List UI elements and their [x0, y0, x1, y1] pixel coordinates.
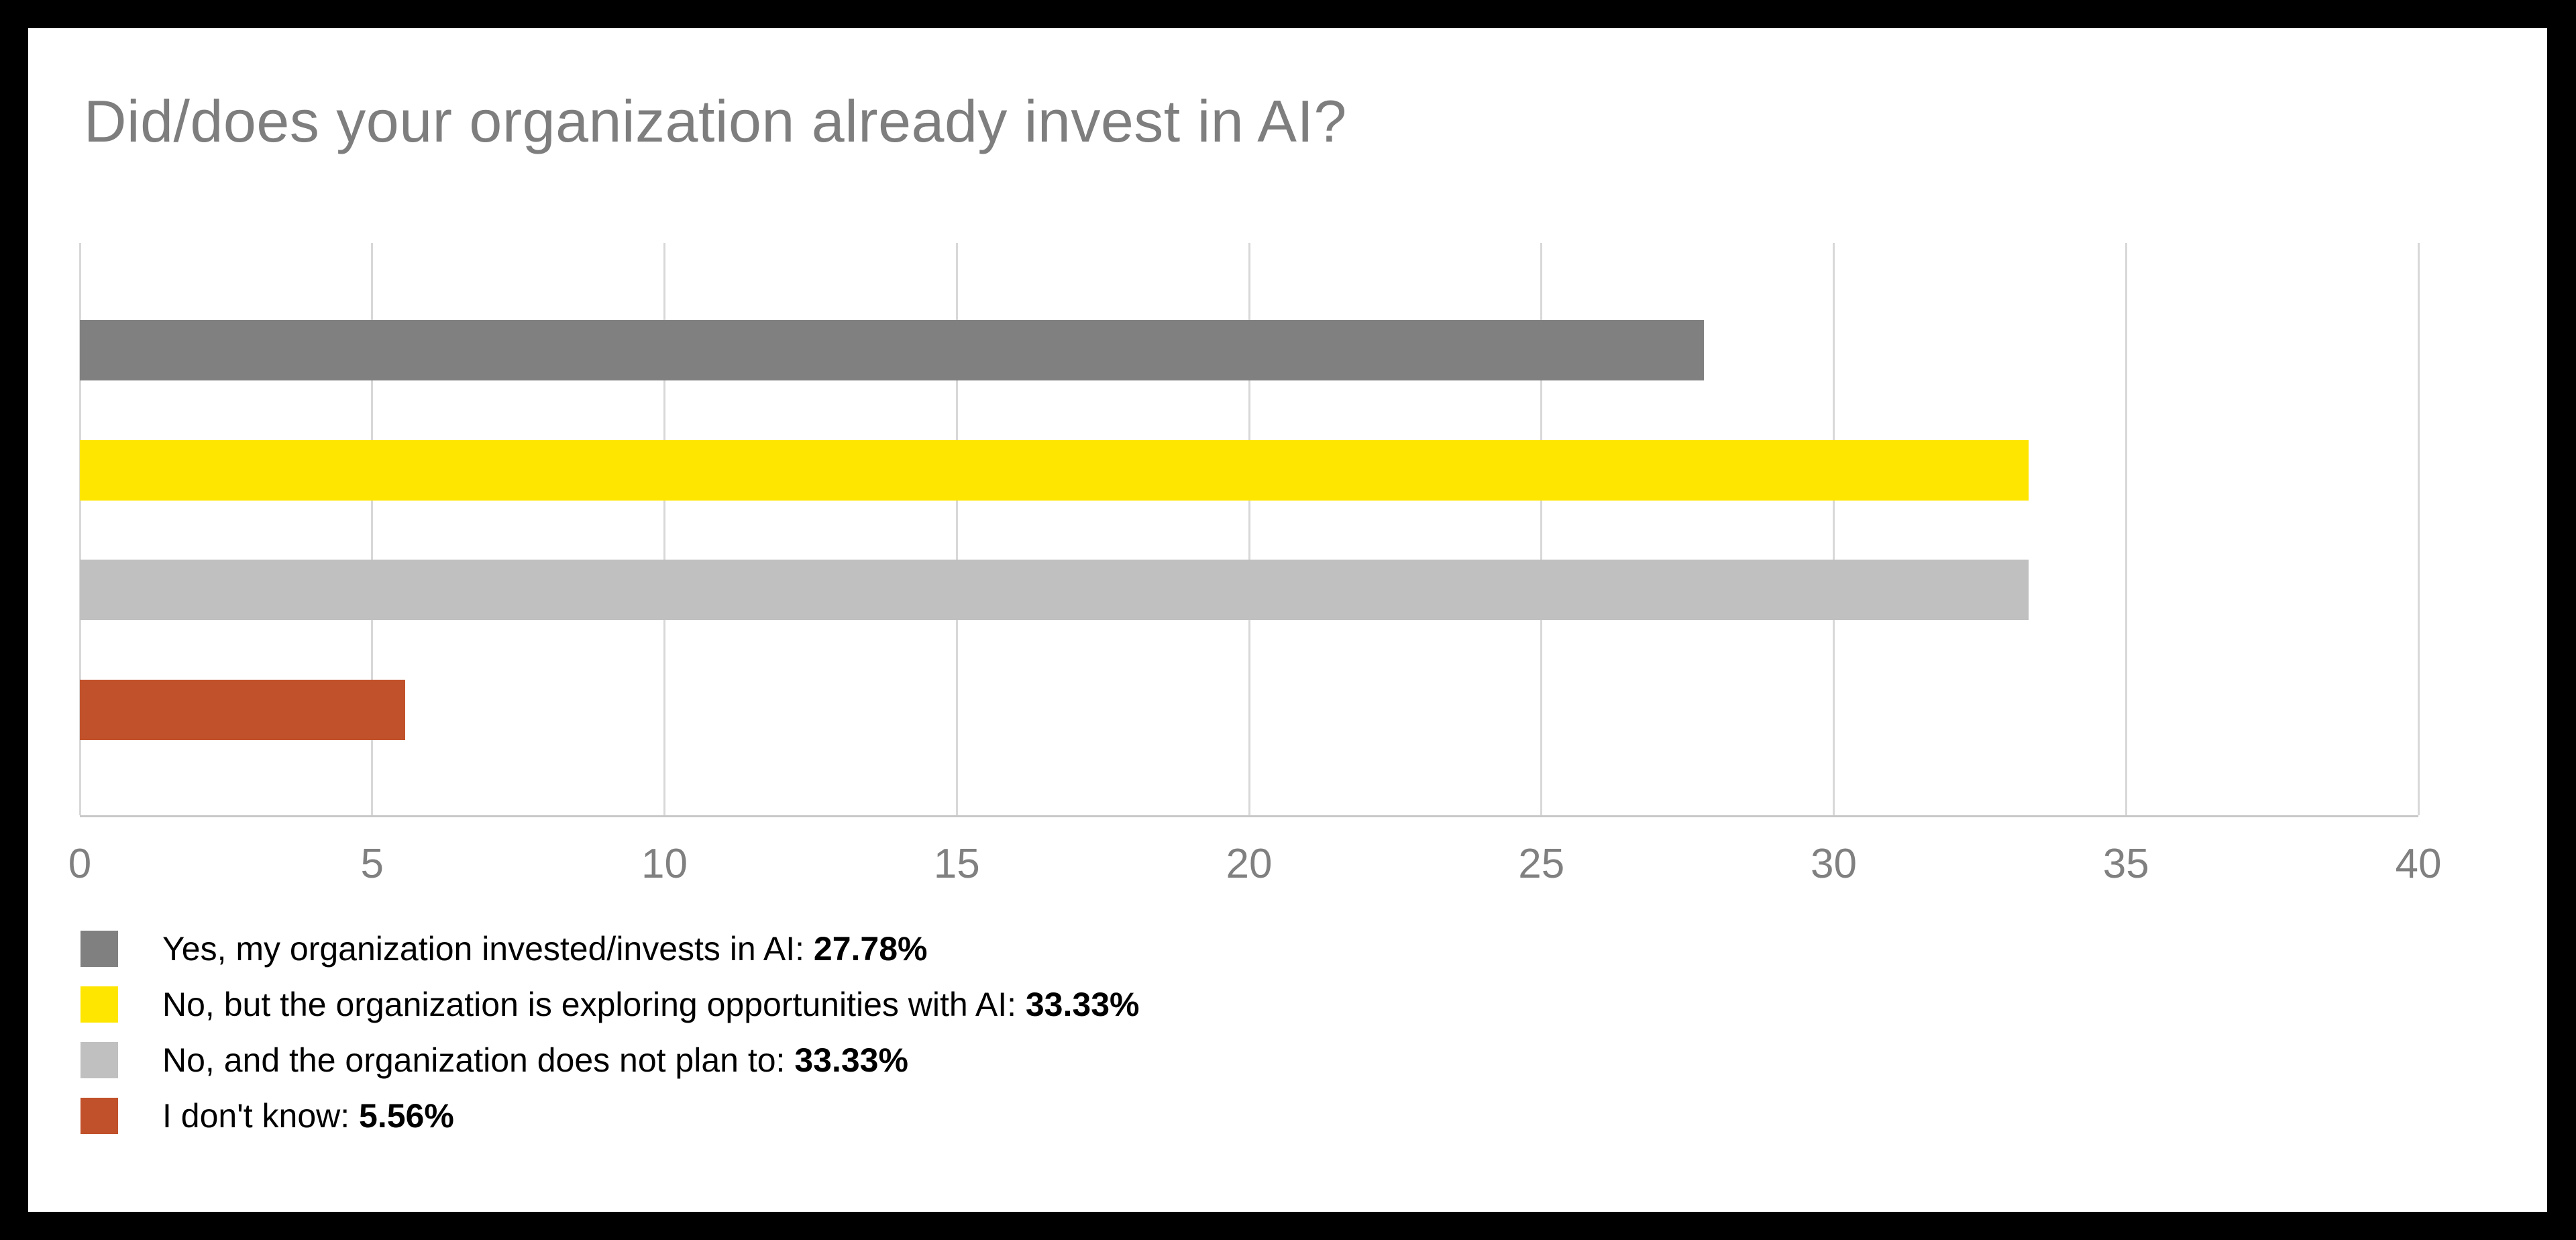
legend-value: 33.33% — [794, 1041, 908, 1079]
legend-value: 5.56% — [359, 1096, 454, 1135]
legend-label-text: No, and the organization does not plan t… — [162, 1041, 795, 1079]
legend-label-text: No, but the organization is exploring op… — [162, 985, 1026, 1023]
legend-label: Yes, my organization invested/invests in… — [162, 929, 928, 968]
gridline — [663, 243, 665, 815]
legend-label: I don't know: 5.56% — [162, 1096, 454, 1135]
legend-item-2: No, but the organization is exploring op… — [80, 976, 1139, 1032]
legend: Yes, my organization invested/invests in… — [80, 921, 1139, 1143]
bar-1 — [80, 320, 1705, 380]
legend-label-text: Yes, my organization invested/invests in… — [162, 929, 814, 968]
legend-value: 27.78% — [813, 929, 928, 968]
x-tick-label: 5 — [360, 841, 384, 887]
gridline — [371, 243, 374, 815]
x-tick-label: 10 — [641, 841, 688, 887]
legend-item-3: No, and the organization does not plan t… — [80, 1032, 1139, 1088]
x-tick-label: 40 — [2395, 841, 2442, 887]
legend-label-text: I don't know: — [162, 1096, 360, 1135]
chart-panel: Did/does your organization already inves… — [28, 28, 2547, 1212]
gridline — [1833, 243, 1835, 815]
chart-title: Did/does your organization already inves… — [84, 88, 1347, 154]
legend-label: No, and the organization does not plan t… — [162, 1041, 908, 1080]
legend-item-1: Yes, my organization invested/invests in… — [80, 921, 1139, 976]
legend-swatch — [80, 986, 118, 1023]
x-tick-label: 25 — [1518, 841, 1565, 887]
x-tick-label: 35 — [2102, 841, 2149, 887]
bar-3 — [80, 560, 2029, 620]
gridline — [78, 243, 81, 815]
x-tick-label: 20 — [1226, 841, 1273, 887]
legend-swatch — [80, 930, 118, 967]
gridline — [1540, 243, 1543, 815]
x-tick-label: 30 — [1811, 841, 1857, 887]
legend-value: 33.33% — [1025, 985, 1140, 1023]
plot-area — [78, 243, 2420, 817]
x-tick-label: 15 — [933, 841, 980, 887]
x-tick-label: 0 — [68, 841, 92, 887]
x-axis-tick-labels: 0 5 10 15 20 25 30 35 40 — [68, 840, 2442, 894]
bar-4 — [80, 680, 405, 740]
gridline — [2125, 243, 2127, 815]
legend-swatch — [80, 1041, 118, 1078]
legend-label: No, but the organization is exploring op… — [162, 985, 1139, 1024]
bar-2 — [80, 440, 2029, 501]
gridline — [2417, 243, 2420, 815]
gridline — [955, 243, 958, 815]
gridline — [1248, 243, 1250, 815]
legend-swatch — [80, 1097, 118, 1134]
legend-item-4: I don't know: 5.56% — [80, 1088, 1139, 1143]
